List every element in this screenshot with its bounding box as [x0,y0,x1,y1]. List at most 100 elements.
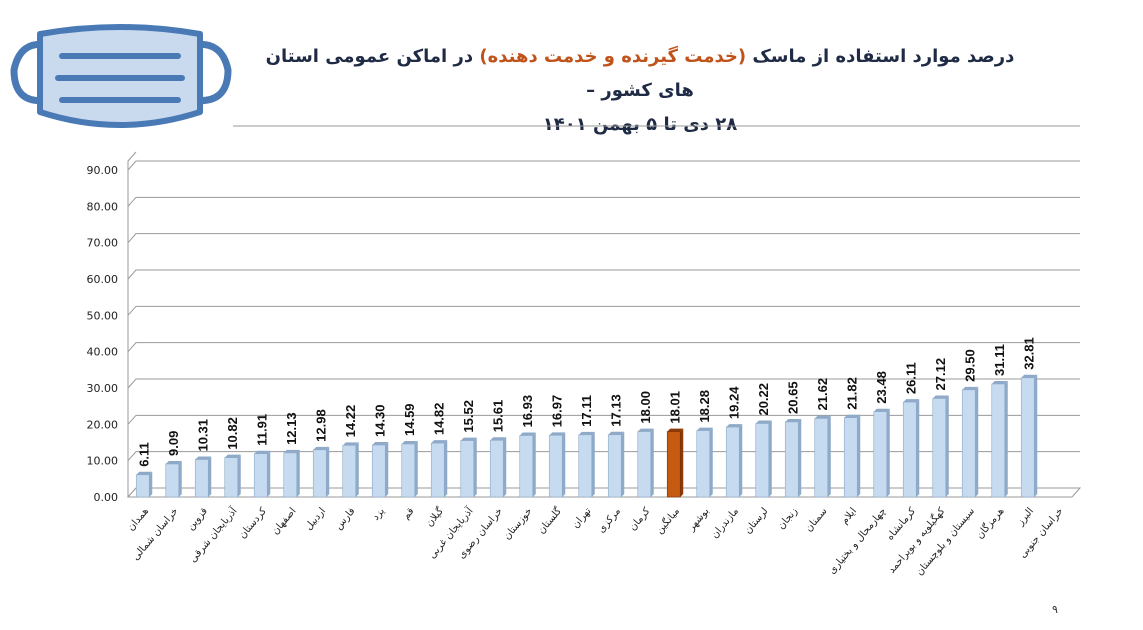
y-tick-label: 90.00 [87,164,119,177]
y-tick-label: 60.00 [87,273,119,286]
bar [430,442,445,498]
bar [135,474,150,498]
data-label: 17.11 [579,395,594,427]
data-label: 17.13 [609,394,624,427]
bar-side [267,450,271,497]
bar-top [342,442,359,446]
title-part-1: درصد موارد استفاده از ماسک [752,46,1015,67]
data-label: 26.11 [904,362,919,394]
x-tick-label: قزوین [185,506,210,533]
y-tick-label: 0.00 [94,491,119,504]
bar-side [503,437,507,497]
bar-top [431,440,448,444]
data-label: 20.22 [756,383,771,416]
x-tick-label: لرستان [743,506,771,536]
page-number: ۹ [1052,603,1058,616]
bar-top [696,427,713,431]
bar [253,453,268,498]
data-label: 19.24 [727,386,742,419]
gridline [127,196,1080,207]
bar-top [313,446,330,450]
bar [460,440,475,498]
bar [873,411,888,498]
x-tick-label: سیستان و بلوچستان [914,506,977,578]
x-tick-label: تهران [570,506,593,531]
data-label: 10.31 [196,419,211,452]
gridline [127,305,1080,316]
data-label: 11.91 [255,414,270,446]
bar [401,443,416,498]
x-tick-label: زنجان [776,506,800,532]
bar-side [532,432,536,497]
bar-top [254,450,271,454]
bar-side [1034,374,1038,497]
bar-side [562,432,566,497]
x-tick-label: کرمان [627,506,652,533]
x-tick-label: گلستان [535,505,564,536]
bar-side [680,428,684,497]
bar-top [549,432,566,436]
bar-top [224,454,241,458]
bar [489,439,504,498]
bar [165,463,180,498]
x-tick-label: مرکزی [596,506,623,535]
bar-top [903,399,920,403]
x-tick-label: البرز [1015,506,1036,529]
bar-side [916,399,920,497]
bar-top [519,432,536,436]
x-tick-label: همدان [126,506,151,533]
x-tick-label: قم [401,506,417,522]
data-label: 31.11 [992,344,1007,376]
data-label: 12.13 [284,412,299,445]
data-label: 14.82 [432,403,447,436]
data-label: 14.59 [402,403,417,436]
x-tick-label: گیلان [423,505,446,529]
bar-side [149,471,153,497]
bar [224,457,239,498]
data-label: 16.97 [550,395,565,428]
bar [843,417,858,498]
bar-side [709,427,713,497]
bar [696,430,711,498]
x-tick-label: میانگین [653,505,682,536]
data-label: 29.50 [963,349,978,382]
data-label: 23.48 [874,371,889,404]
bar-side [827,415,831,497]
bar-top [932,395,949,399]
data-label: 6.11 [137,442,152,467]
data-label: 12.98 [314,409,329,442]
data-label: 15.52 [461,400,476,433]
bar [725,426,740,498]
bar-top [962,386,979,390]
bar [548,435,563,498]
bar-side [444,440,448,497]
bar-top [136,471,153,475]
y-tick-label: 70.00 [87,237,119,250]
bar-top [755,420,772,424]
data-label: 18.01 [668,391,683,424]
x-tick-label: کردستان [237,506,269,541]
bar-side [857,414,861,497]
bar-side [739,424,743,497]
bar-side [355,442,359,497]
bar-side [886,408,890,497]
bar-side [208,456,212,497]
bar [784,421,799,498]
bar-side [385,442,389,497]
data-label: 14.22 [343,405,358,438]
data-label: 10.82 [225,417,240,450]
gridline [127,342,1080,352]
bar-top [873,408,890,412]
x-tick-label: اردبیل [303,506,328,533]
bar-top [608,431,625,435]
bar [578,434,593,498]
x-tick-label: بوشهر [685,506,711,534]
bar-side [591,431,595,497]
x-tick-label: اصفهان [270,506,299,537]
face-mask-icon [10,24,232,128]
wall-edge [127,151,137,497]
bar-side [473,437,477,497]
x-tick-label: چهارمحال و بختیاری [827,506,889,577]
chart-title: درصد موارد استفاده از ماسک (خدمت گیرنده … [250,40,1030,142]
bar-top [637,428,654,432]
